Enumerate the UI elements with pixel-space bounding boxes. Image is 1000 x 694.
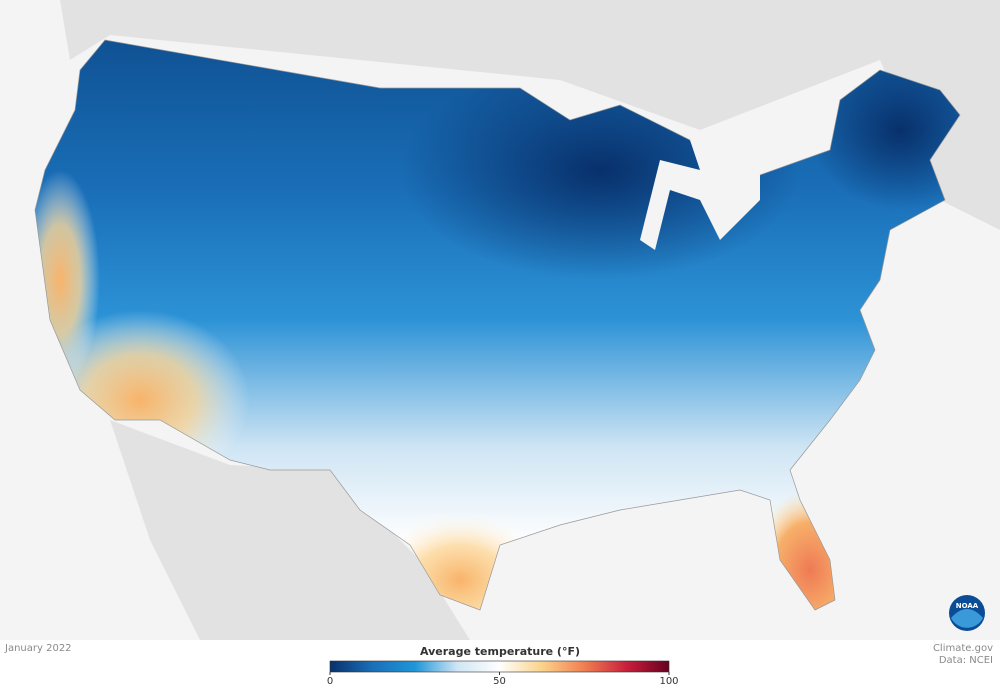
color-bar: [329, 660, 670, 673]
noaa-logo-wave: [951, 609, 983, 628]
great-lakes: [620, 110, 760, 250]
noaa-logo-text: NOAA: [956, 602, 979, 610]
credit-site: Climate.gov: [933, 643, 993, 654]
legend-tick-label: 50: [493, 676, 506, 687]
legend-title: Average temperature (°F): [420, 645, 580, 658]
canada: [60, 0, 1000, 230]
legend-tick-label: 0: [327, 676, 333, 687]
legend: 0 50 100: [327, 660, 679, 687]
mexico: [110, 420, 470, 640]
legend-tick-label: 100: [659, 676, 678, 687]
map: NOAA: [0, 0, 1000, 640]
credit-source: Data: NCEI: [939, 655, 993, 666]
date-label: January 2022: [4, 643, 72, 654]
